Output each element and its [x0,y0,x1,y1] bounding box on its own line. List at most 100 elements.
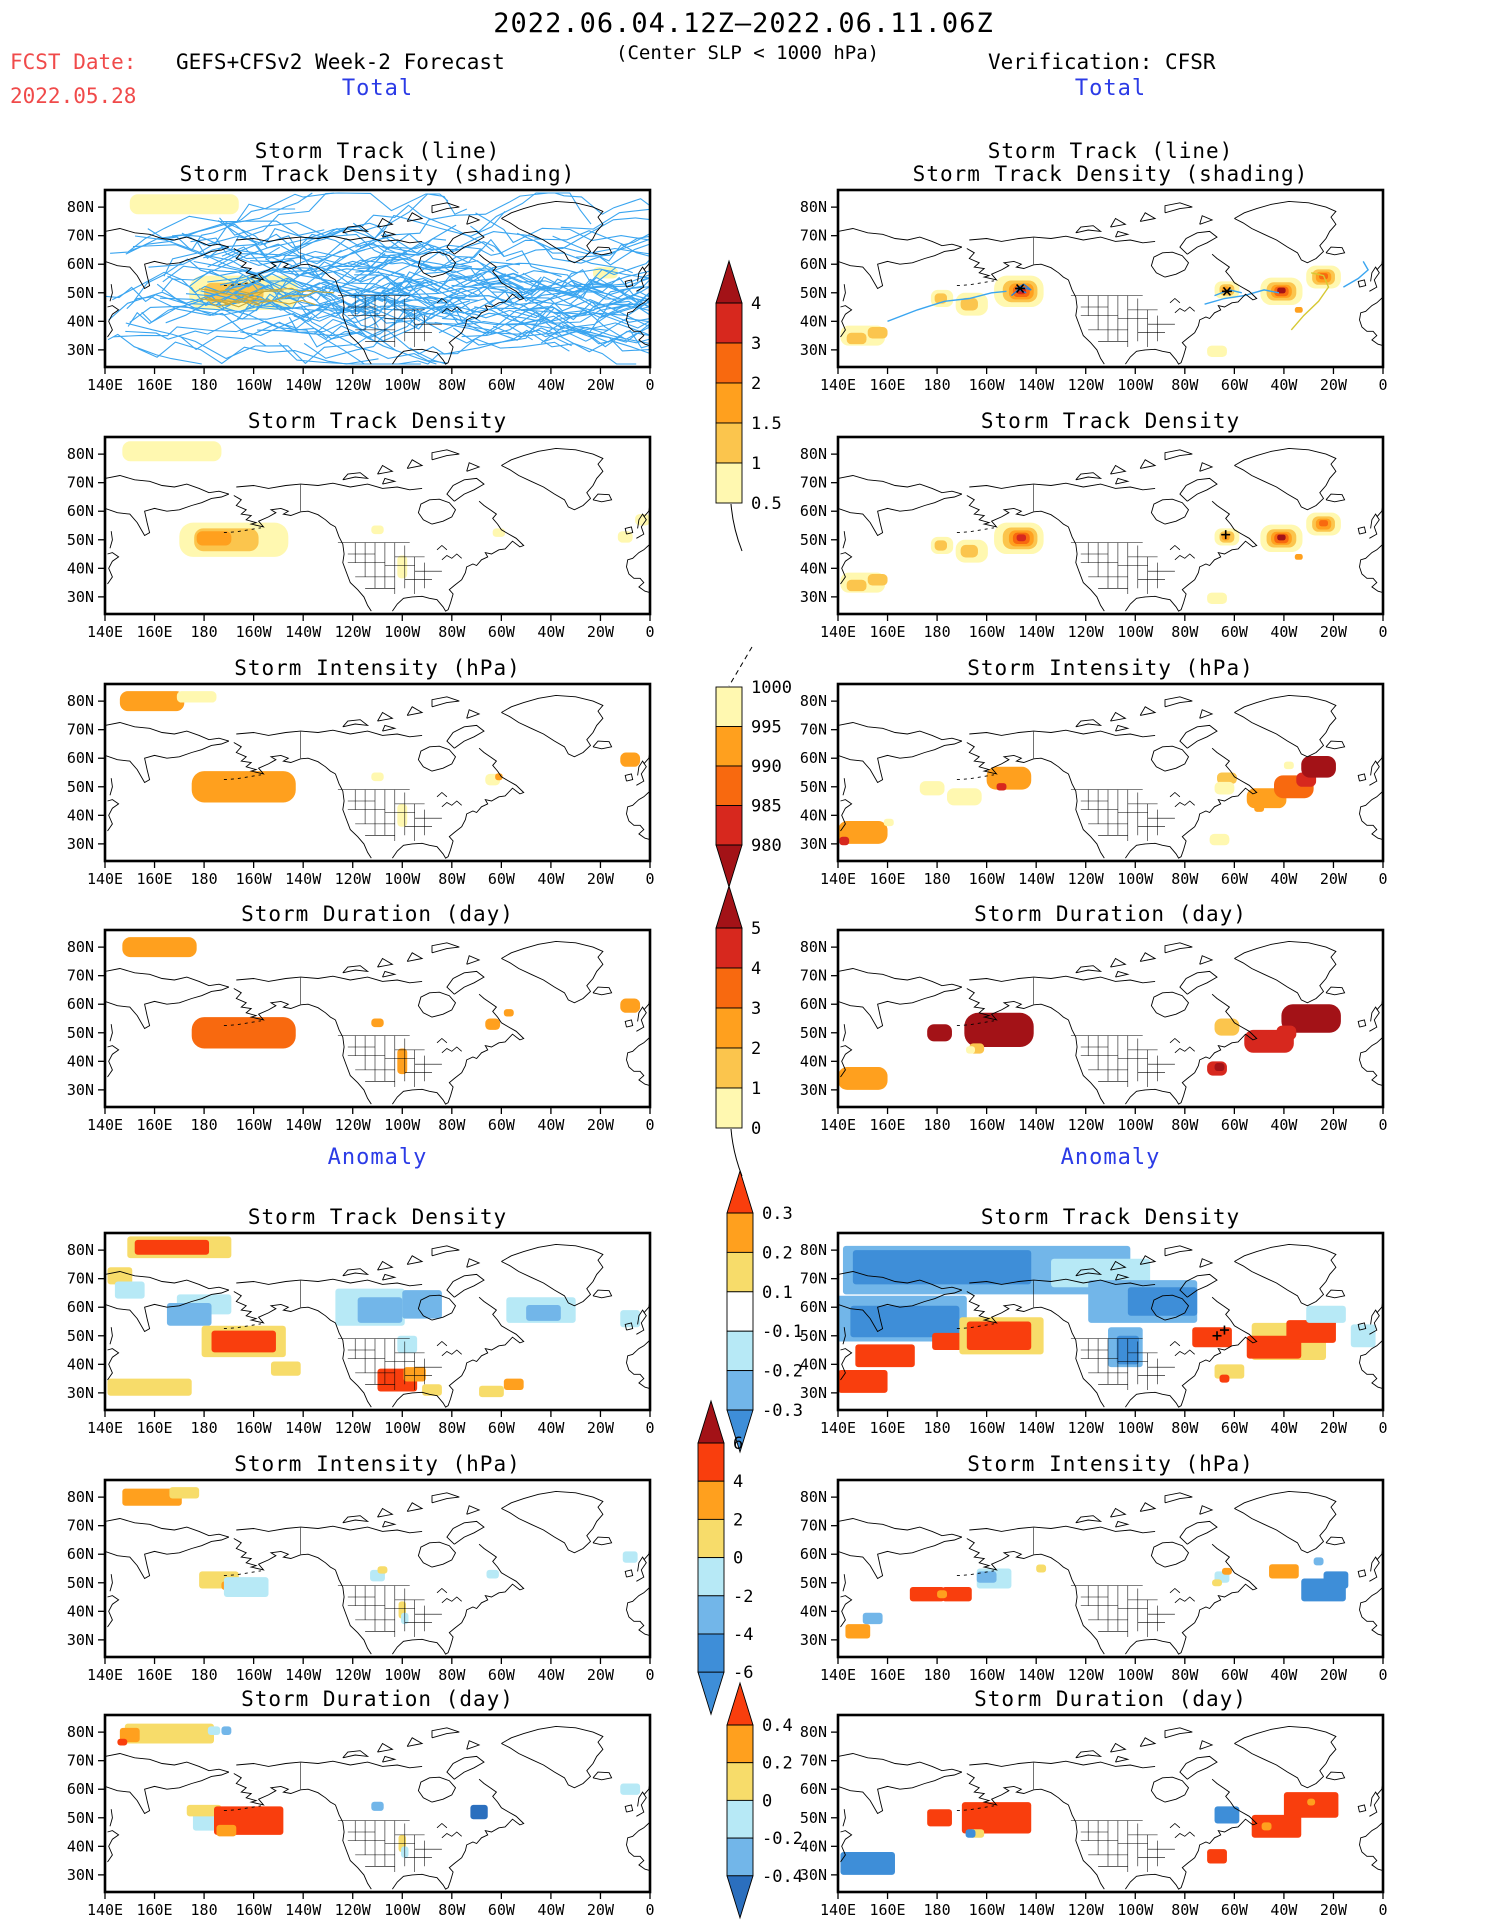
shading-cell [397,803,408,827]
colorbar-segment [726,1762,754,1801]
colorbar-arrow-down [697,1671,725,1716]
storm-track-line [575,235,650,258]
lon-axis-label: 140E [87,623,123,641]
storm-track-line-member [204,295,260,305]
shading-cell [1214,1018,1240,1036]
lon-axis-label: 140W [1018,623,1055,641]
storm-track-line [108,279,248,321]
storm-track-line [189,269,332,301]
shading-cell [942,1587,972,1602]
lat-axis-label: 50N [67,1327,94,1345]
storm-track-line-member [199,298,260,308]
lon-axis-label: 100W [384,1901,421,1919]
colorbar-segment [715,342,743,384]
lat-axis-label: 50N [800,284,827,302]
lat-axis-label: 80N [67,445,94,463]
lon-axis-label: 140W [1018,870,1055,888]
shading-cell [397,1335,418,1353]
lat-axis-label: 60N [67,749,94,767]
lon-axis-label: 180 [191,1419,218,1437]
colorbar-label: 3 [751,999,761,1019]
shading-cell [934,540,947,551]
lon-axis-label: 60W [488,1666,516,1684]
lon-axis-label: 100W [1117,1419,1154,1437]
storm-track-line [297,266,514,313]
lon-axis-label: 80W [1171,870,1199,888]
lon-axis-label: 80W [438,623,466,641]
shading-cell [221,1726,232,1735]
lon-axis-label: 20W [1320,1116,1348,1134]
map-frame [103,188,652,369]
lon-axis-label: 120W [335,376,372,394]
storm-track-line [561,323,650,352]
shading-cell [191,771,296,803]
lon-axis-label: 140W [285,1666,322,1684]
lon-axis-label: 100W [1117,870,1154,888]
storm-track-line [493,287,632,319]
shading-cell [620,1310,641,1328]
storm-track-line [522,300,650,316]
colorbar-arrow-down [726,1409,754,1454]
shading-cell [357,1297,403,1323]
colorbar-total-track-density: 4 3 2 1.5 1 0.5 [715,259,782,552]
shading-cell [196,531,232,546]
colorbar-label: 0.3 [762,1204,793,1224]
lon-axis-label: 180 [191,1116,218,1134]
lon-axis-label: 140E [87,376,123,394]
colorbar-arrow-up [697,1399,725,1444]
shading-cell [593,267,618,279]
shading-cell [371,772,384,782]
lon-axis-label: 100W [384,376,421,394]
lon-axis-label: 140W [1018,376,1055,394]
shading-cell [617,531,633,543]
panel-title-fcst-total-duration: Storm Duration (day) [241,902,514,926]
shading-cell [1209,833,1230,846]
lon-axis-label: 180 [924,870,951,888]
shading-cell [402,1290,442,1319]
shading-cell [1276,1025,1297,1040]
lon-axis-label: 100W [384,1419,421,1437]
lon-axis-label: 160E [869,623,905,641]
lat-axis-label: 80N [800,938,827,956]
lat-axis-label: 40N [67,1602,94,1620]
slp-threshold-note: (Center SLP < 1000 hPa) [616,42,880,64]
shading-cell [122,441,222,462]
lon-axis-label: 0 [1378,870,1387,888]
colorbar-segment [715,1087,743,1129]
colorbar-label: 1.5 [751,414,782,434]
lat-axis-label: 50N [800,531,827,549]
lon-axis-label: 60W [488,1116,516,1134]
map-frame [103,682,652,863]
map-canvas-fcst-total-track-line: 80N 70N 60N 50N 40N 30N 140E 160E 180 160W 140W 120… [67,188,655,394]
lon-axis-label: 140W [285,623,322,641]
colorbar-label: 1 [751,1079,761,1099]
lon-axis-label: 40W [1270,623,1298,641]
shading-cell [960,297,978,311]
verification-label: Verification: CFSR [988,50,1216,74]
shading-cell [961,1802,1032,1834]
lat-axis-label: 40N [67,1052,94,1070]
lon-axis-label: 60W [1221,1116,1249,1134]
lon-axis-label: 120W [335,1901,372,1919]
map-canvas-cfsr-total-intensity: 80N 70N 60N 50N 40N 30N 140E 160E 180 160W 140W 120… [800,682,1388,888]
storm-track-line [560,208,650,230]
lat-axis-label: 40N [800,1602,827,1620]
colorbar-label: -2 [733,1587,753,1607]
lat-axis-label: 70N [67,721,94,739]
lon-axis-label: 160E [869,1116,905,1134]
lat-axis-label: 30N [800,1081,827,1099]
shading-cell [492,528,506,537]
map-canvas-cfsr-anom-intensity: 80N 70N 60N 50N 40N 30N 140E 160E 180 160W 140W 120… [800,1478,1388,1684]
storm-track-line [256,286,482,339]
shading-cell [486,1569,499,1579]
shading-cell [1219,1374,1230,1383]
lat-axis-label: 30N [67,1631,94,1649]
shading-cell [166,1302,212,1326]
shading-cell [1192,1327,1232,1348]
shading-cell [838,1370,888,1393]
colorbar-segment [726,1837,754,1877]
lat-axis-label: 30N [67,1384,94,1402]
storm-track-line [180,316,313,351]
shading-cell [845,1624,871,1639]
lat-axis-label: 50N [800,1327,827,1345]
